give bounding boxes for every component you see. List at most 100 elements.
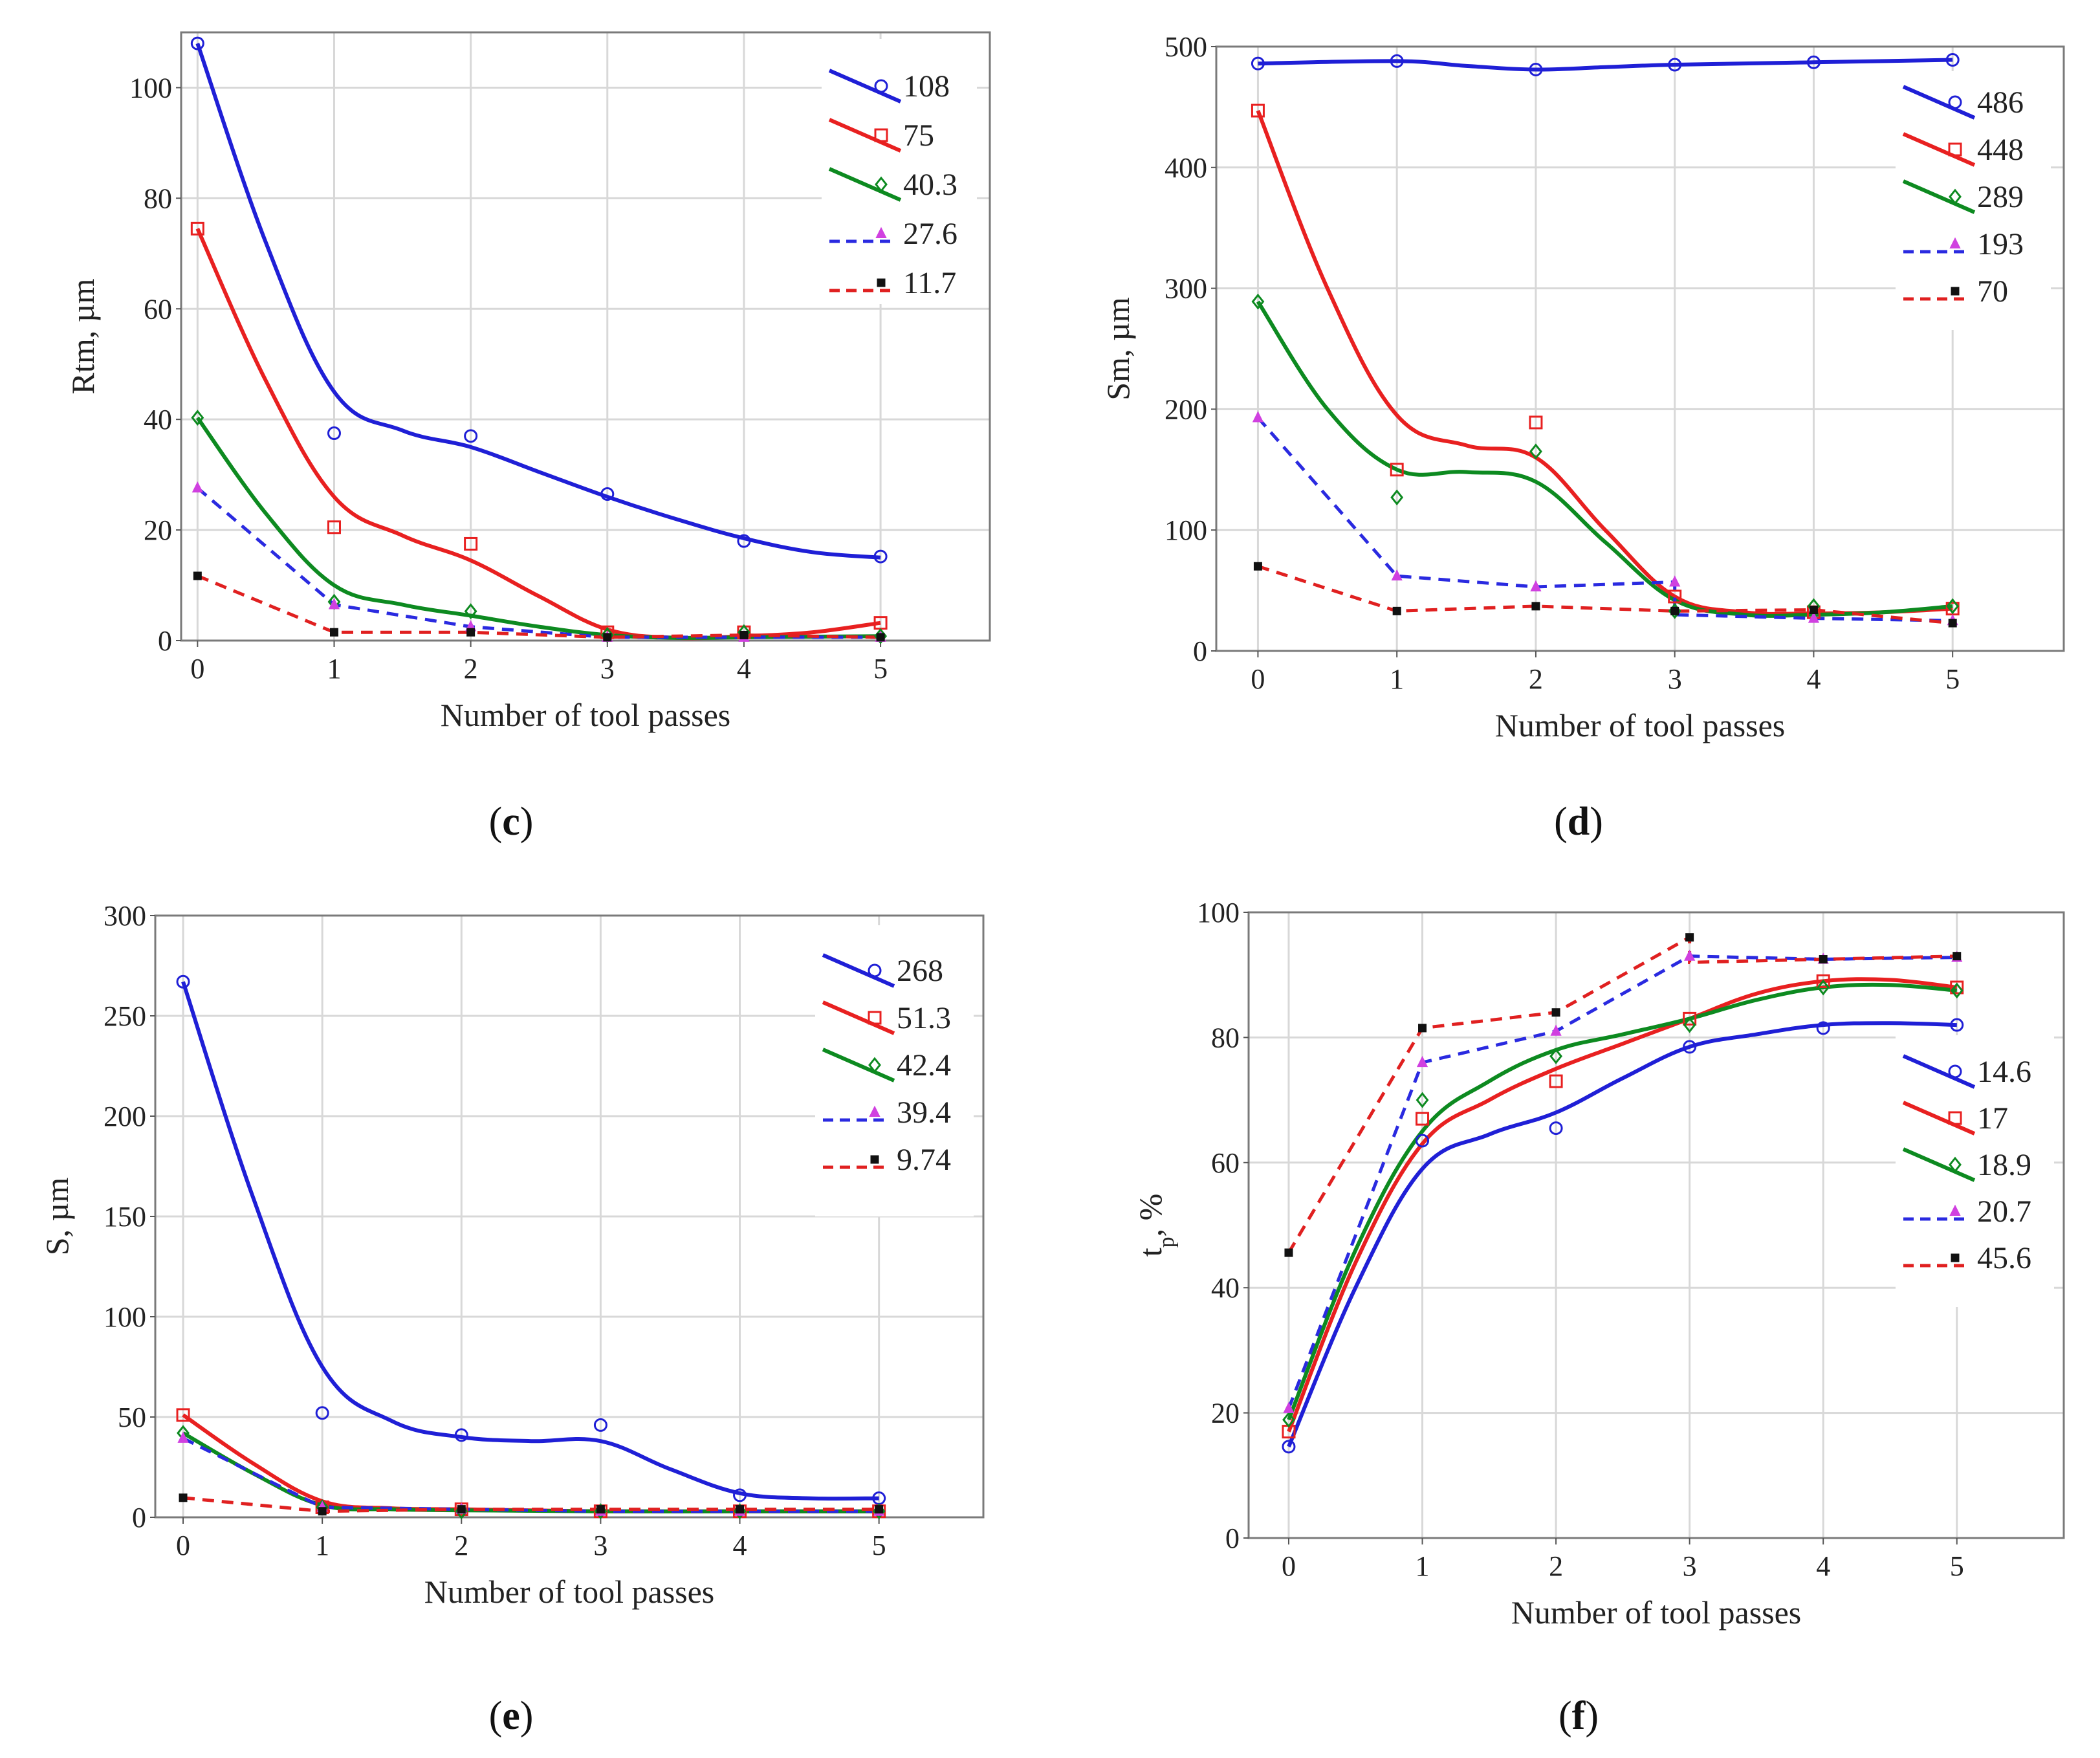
legend-marker-18.9: [1949, 1156, 1962, 1173]
data-point-108: [737, 534, 751, 548]
data-point-18.9: [1282, 1411, 1295, 1428]
data-point-9.74: [318, 1507, 327, 1516]
data-point-108: [464, 429, 478, 443]
legend-line-108: [828, 69, 902, 104]
legend-label-70: 70: [1977, 274, 2008, 309]
legend-marker-108: [874, 79, 888, 93]
data-point-75: [464, 536, 478, 551]
data-point-14.6: [1683, 1040, 1697, 1054]
data-point-14.6: [1416, 1134, 1430, 1148]
legend-label-289: 289: [1977, 180, 2024, 214]
legend-box: [1896, 1035, 2054, 1307]
data-point-51.3: [176, 1408, 190, 1422]
data-point-289: [1251, 293, 1265, 310]
chart-d: 0 1 2 3 4 5 0 100 200 300 400 500 Number of tool pas…: [1100, 31, 2065, 844]
data-point-268: [315, 1406, 329, 1420]
data-point-18.9: [1950, 982, 1963, 999]
x-tick-label: 3: [1683, 1550, 1697, 1582]
data-point-486: [1390, 54, 1404, 68]
x-axis-label: Number of tool passes: [1511, 1594, 1802, 1631]
x-axis-label: Number of tool passes: [441, 697, 731, 733]
legend-marker-448: [1948, 142, 1962, 157]
data-point-448: [1529, 415, 1543, 430]
legend-line-268: [822, 953, 895, 988]
series-line-9.74: [182, 1496, 879, 1513]
x-tick-label: 2: [1549, 1550, 1563, 1582]
y-tick-label: 40: [144, 404, 172, 435]
x-axis-label: Number of tool passes: [1495, 707, 1786, 743]
legend-marker-45.6: [1951, 1253, 1960, 1262]
y-tick-label: 500: [1165, 31, 1207, 63]
legend-label-40.3: 40.3: [903, 168, 957, 202]
y-tick-label: 100: [104, 1301, 146, 1333]
data-point-17: [1816, 974, 1830, 988]
x-tick-label: 2: [464, 653, 478, 685]
data-point-17: [1416, 1112, 1430, 1126]
data-point-486: [1945, 53, 1960, 67]
y-tick-label: 100: [1197, 897, 1240, 928]
data-point-9.74: [875, 1505, 884, 1514]
data-point-11.7: [193, 571, 202, 580]
data-point-108: [190, 36, 204, 50]
legend-line-17: [1902, 1101, 1976, 1136]
data-point-108: [873, 549, 888, 564]
data-point-289: [1946, 598, 1960, 615]
panel-label-c: (c): [489, 800, 534, 844]
data-point-75: [190, 221, 204, 236]
y-tick-label: 100: [129, 72, 172, 104]
y-tick-label: 50: [118, 1401, 146, 1433]
chart-f: 0 1 2 3 4 5 0 20 40 60 80 100 Number of tool passes t…: [1132, 897, 2065, 1738]
y-tick-label: 0: [1193, 635, 1207, 667]
legend-marker-42.4: [868, 1057, 881, 1073]
data-point-45.6: [1551, 1008, 1560, 1017]
x-tick-label: 0: [176, 1530, 190, 1561]
legend-label-108: 108: [903, 69, 950, 104]
legend-line-14.6: [1902, 1054, 1976, 1089]
x-tick-label: 4: [1806, 663, 1821, 695]
panel-label-d: (d): [1554, 800, 1603, 844]
data-point-193: [1669, 575, 1681, 587]
legend-line-42.4: [822, 1048, 895, 1082]
x-tick-label: 3: [1668, 663, 1682, 695]
legend-line-486: [1902, 85, 1976, 120]
data-point-108: [600, 487, 615, 501]
data-point-11.7: [466, 628, 476, 637]
y-axis-label: S, µm: [39, 1178, 75, 1256]
series-line-14.6: [1287, 1021, 1957, 1447]
legend-marker-27.6: [875, 226, 887, 238]
series-line-75: [195, 228, 881, 641]
x-tick-label: 1: [315, 1530, 329, 1561]
series-line-289: [1256, 300, 1953, 618]
data-point-45.6: [1952, 952, 1962, 961]
panel-label-f: (f): [1559, 1694, 1599, 1738]
data-point-9.74: [179, 1493, 188, 1502]
data-point-20.7: [1684, 949, 1696, 961]
data-point-193: [1530, 580, 1542, 591]
data-point-289: [1529, 443, 1542, 460]
y-tick-label: 0: [132, 1502, 146, 1533]
legend-label-193: 193: [1977, 227, 2024, 261]
data-point-70: [1392, 606, 1401, 615]
data-point-193: [1808, 611, 1820, 623]
plot-frame: [1247, 911, 2065, 1539]
data-point-39.4: [177, 1431, 189, 1443]
series-line-20.7: [1287, 954, 1957, 1409]
y-tick-label: 0: [158, 625, 172, 657]
data-point-11.7: [876, 633, 885, 642]
data-point-45.6: [1418, 1024, 1427, 1033]
x-tick-label: 1: [1416, 1550, 1430, 1582]
data-point-448: [1390, 463, 1404, 477]
data-point-27.6: [191, 481, 203, 493]
y-tick-label: 60: [1211, 1147, 1240, 1179]
data-point-448: [1251, 104, 1265, 118]
x-tick-label: 2: [1529, 663, 1543, 695]
legend-label-27.6: 27.6: [903, 217, 957, 251]
legend-line-75: [828, 118, 902, 153]
data-point-14.6: [1549, 1121, 1563, 1136]
y-axis-label: tp, %: [1132, 1194, 1179, 1257]
x-tick-label: 5: [1945, 663, 1960, 695]
y-tick-label: 60: [144, 293, 172, 325]
legend-label-14.6: 14.6: [1977, 1055, 2031, 1089]
series-line-11.7: [197, 574, 881, 639]
